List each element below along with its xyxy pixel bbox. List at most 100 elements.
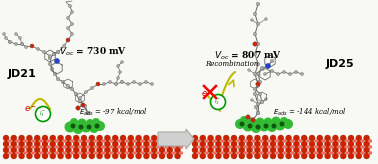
Circle shape <box>254 135 260 141</box>
Circle shape <box>47 152 50 154</box>
Circle shape <box>143 153 149 159</box>
Circle shape <box>73 124 83 134</box>
Circle shape <box>26 153 33 159</box>
Circle shape <box>364 141 370 147</box>
Circle shape <box>89 147 95 153</box>
Circle shape <box>215 141 222 147</box>
Circle shape <box>36 47 40 51</box>
Circle shape <box>301 147 307 153</box>
Circle shape <box>266 64 270 68</box>
Circle shape <box>97 147 102 153</box>
Circle shape <box>63 152 66 154</box>
Circle shape <box>97 153 102 159</box>
Text: $e^-$: $e^-$ <box>200 89 214 99</box>
Circle shape <box>121 80 124 84</box>
Circle shape <box>16 140 19 143</box>
Circle shape <box>299 140 302 143</box>
Circle shape <box>364 153 370 159</box>
Circle shape <box>151 153 157 159</box>
Circle shape <box>40 152 43 154</box>
Circle shape <box>143 147 149 153</box>
Circle shape <box>332 147 338 153</box>
Circle shape <box>192 153 198 159</box>
Circle shape <box>14 32 17 35</box>
Circle shape <box>151 147 157 153</box>
Circle shape <box>340 147 346 153</box>
Circle shape <box>150 82 153 86</box>
Circle shape <box>294 70 297 74</box>
Circle shape <box>159 147 165 153</box>
Circle shape <box>208 153 214 159</box>
Circle shape <box>246 115 250 119</box>
Circle shape <box>180 145 183 148</box>
Circle shape <box>30 44 34 48</box>
Circle shape <box>156 145 160 148</box>
Circle shape <box>208 135 214 141</box>
Circle shape <box>94 140 97 143</box>
Circle shape <box>244 152 247 154</box>
Circle shape <box>143 141 149 147</box>
Circle shape <box>120 141 126 147</box>
Circle shape <box>20 42 23 46</box>
Circle shape <box>81 103 85 107</box>
Circle shape <box>282 70 286 74</box>
Circle shape <box>345 152 349 154</box>
Circle shape <box>86 111 90 115</box>
Text: $E_{ads}$ = -97 kcal/mol: $E_{ads}$ = -97 kcal/mol <box>79 106 147 118</box>
Circle shape <box>301 141 307 147</box>
Circle shape <box>280 117 288 125</box>
Circle shape <box>307 145 310 148</box>
Circle shape <box>200 135 206 141</box>
Circle shape <box>19 37 22 40</box>
Circle shape <box>256 42 260 46</box>
Circle shape <box>253 12 257 16</box>
Circle shape <box>172 140 175 143</box>
Circle shape <box>42 147 48 153</box>
Circle shape <box>61 80 65 84</box>
Circle shape <box>141 152 144 154</box>
Circle shape <box>71 123 76 129</box>
Circle shape <box>246 141 253 147</box>
Circle shape <box>270 135 276 141</box>
Text: JD25: JD25 <box>326 59 354 69</box>
Circle shape <box>256 62 260 66</box>
Circle shape <box>369 152 372 154</box>
Circle shape <box>42 50 46 54</box>
Circle shape <box>200 153 206 159</box>
Circle shape <box>364 135 370 141</box>
Circle shape <box>121 61 124 63</box>
Circle shape <box>231 135 237 141</box>
Circle shape <box>128 153 134 159</box>
Circle shape <box>57 141 64 147</box>
Circle shape <box>325 135 331 141</box>
Circle shape <box>11 141 17 147</box>
Circle shape <box>278 147 284 153</box>
Circle shape <box>118 145 121 148</box>
Circle shape <box>128 135 134 141</box>
Circle shape <box>136 153 142 159</box>
Circle shape <box>78 96 82 100</box>
Circle shape <box>110 152 113 154</box>
Circle shape <box>243 121 254 132</box>
Circle shape <box>115 82 118 85</box>
Circle shape <box>125 140 129 143</box>
Circle shape <box>159 135 165 141</box>
Circle shape <box>213 140 216 143</box>
Circle shape <box>270 147 276 153</box>
Circle shape <box>96 82 100 86</box>
Text: $e^-$: $e^-$ <box>23 104 37 114</box>
Circle shape <box>141 145 144 148</box>
Circle shape <box>353 145 356 148</box>
Circle shape <box>213 145 216 148</box>
Circle shape <box>262 135 268 141</box>
Circle shape <box>283 152 286 154</box>
Circle shape <box>102 145 105 148</box>
Circle shape <box>252 145 255 148</box>
Circle shape <box>40 140 43 143</box>
Circle shape <box>276 140 279 143</box>
Circle shape <box>118 152 121 154</box>
Circle shape <box>151 141 157 147</box>
Circle shape <box>253 52 257 56</box>
Circle shape <box>338 152 341 154</box>
Circle shape <box>256 72 260 76</box>
